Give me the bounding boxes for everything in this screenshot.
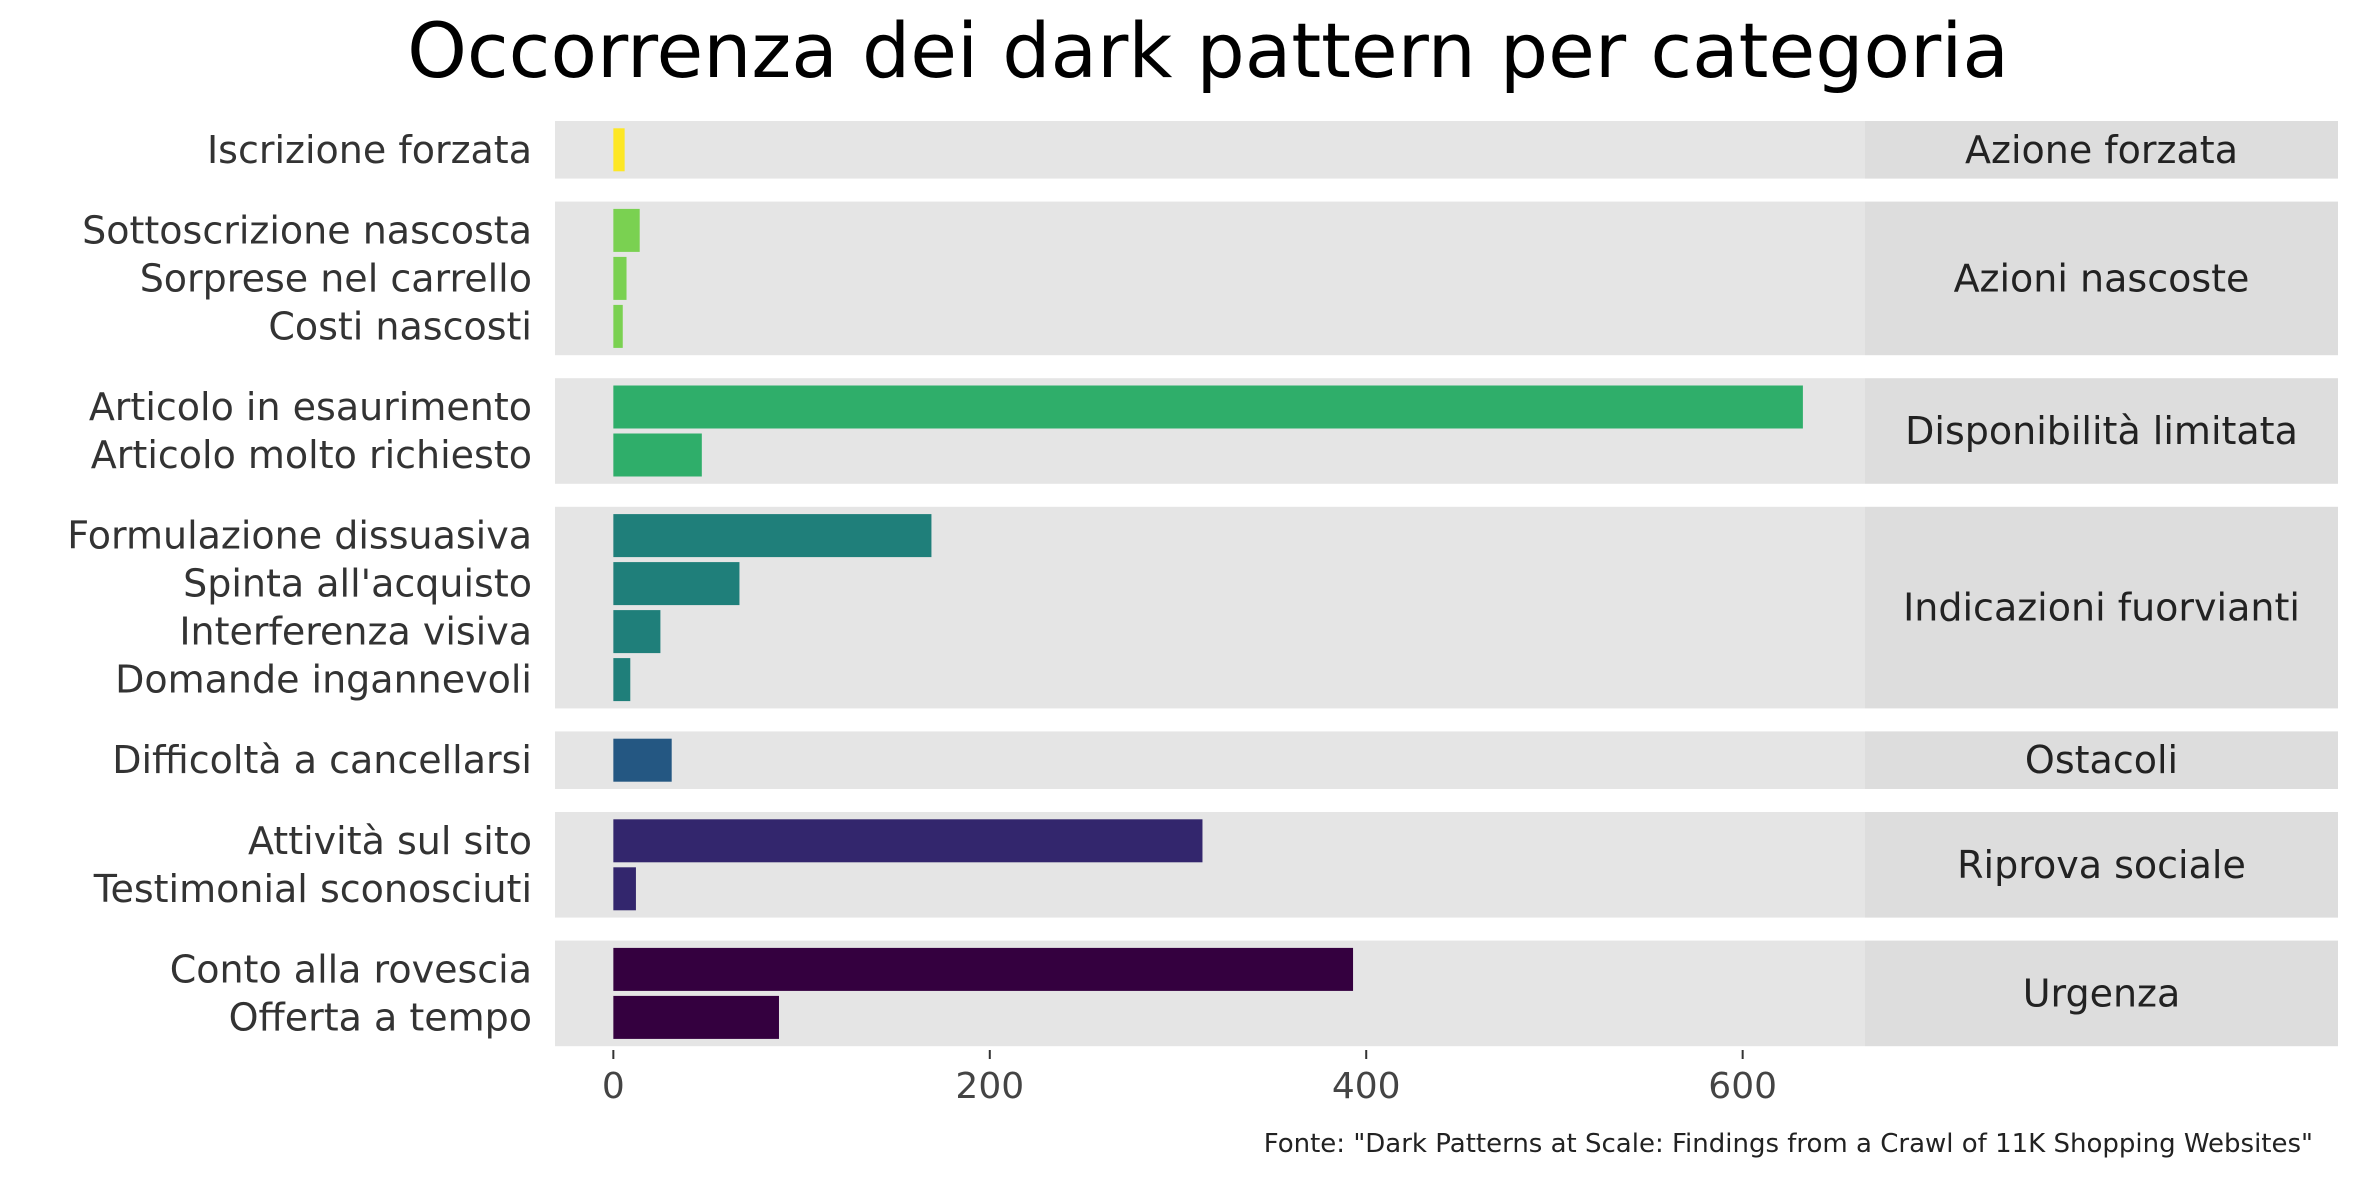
- x-axis: 0 200 400 600: [602, 1050, 1777, 1107]
- facet-strip: [1865, 812, 2338, 918]
- facet-disponibilita-limitata: Disponibilità limitata Articolo in esauri…: [89, 378, 2338, 484]
- facet-strip-label: Indicazioni fuorvianti: [1903, 586, 2300, 630]
- facet-strip-label: Riprova sociale: [1957, 843, 2246, 887]
- bar: [613, 867, 636, 911]
- panel-background: [555, 731, 1865, 789]
- facet-strip: [1865, 731, 2338, 789]
- bar: [613, 738, 672, 782]
- category-label: Sottoscrizione nascosta: [82, 208, 532, 252]
- bar: [613, 562, 740, 606]
- category-label: Offerta a tempo: [229, 995, 532, 1039]
- category-label: Formulazione dissuasiva: [67, 514, 532, 558]
- bar: [613, 610, 661, 654]
- bar: [613, 304, 623, 348]
- facet-strip-label: Ostacoli: [2025, 738, 2178, 782]
- facet-strip: [1865, 940, 2338, 1047]
- bar: [613, 819, 1203, 863]
- x-tick-label: 0: [602, 1066, 625, 1107]
- facet-azioni-nascoste: Azioni nascoste Sottoscrizione nascostaSo…: [82, 201, 2338, 356]
- facet-panels: Azione forzata Iscrizione forzata Azioni n…: [67, 121, 2338, 1047]
- facet-strip-label: Azioni nascoste: [1954, 256, 2250, 300]
- facet-strip-label: Urgenza: [2023, 971, 2181, 1015]
- bar: [613, 658, 631, 702]
- facet-strip-label: Azione forzata: [1965, 128, 2238, 172]
- facet-riprova-sociale: Riprova sociale Attività sul sitoTestimon…: [93, 812, 2338, 918]
- x-tick-label: 200: [955, 1066, 1024, 1107]
- bar: [613, 385, 1803, 429]
- category-label: Attività sul sito: [248, 819, 532, 863]
- category-label: Iscrizione forzata: [207, 128, 532, 172]
- chart-title: Occorrenza dei dark pattern per categori…: [407, 6, 2009, 95]
- category-label: Interferenza visiva: [179, 610, 532, 654]
- category-label: Articolo molto richiesto: [91, 433, 532, 477]
- facet-azione-forzata: Azione forzata Iscrizione forzata: [207, 121, 2338, 179]
- facet-indicazioni-fuorvianti: Indicazioni fuorvianti Formulazione dissu…: [67, 506, 2338, 709]
- category-label: Testimonial sconosciuti: [93, 867, 532, 911]
- category-label: Domande ingannevoli: [115, 658, 532, 702]
- bar: [613, 514, 932, 558]
- facet-strip: [1865, 201, 2338, 356]
- chart-caption: Fonte: "Dark Patterns at Scale: Findings…: [1264, 1129, 2313, 1159]
- facet-strip-label: Disponibilità limitata: [1905, 409, 2298, 453]
- facet-ostacoli: Ostacoli Difficoltà a cancellarsi: [112, 731, 2338, 789]
- category-label: Articolo in esaurimento: [89, 385, 532, 429]
- x-tick-label: 600: [1708, 1066, 1777, 1107]
- facet-strip: [1865, 378, 2338, 484]
- category-label: Conto alla rovescia: [170, 947, 532, 991]
- bar: [613, 995, 779, 1039]
- category-label: Costi nascosti: [268, 304, 532, 348]
- bar: [613, 128, 625, 172]
- x-tick-label: 400: [1332, 1066, 1401, 1107]
- category-label: Difficoltà a cancellarsi: [112, 738, 532, 782]
- category-label: Sorprese nel carrello: [140, 256, 532, 300]
- bar: [613, 433, 702, 477]
- panel-background: [555, 201, 1865, 356]
- panel-background: [555, 121, 1865, 179]
- bar: [613, 208, 640, 252]
- facet-strip: [1865, 121, 2338, 179]
- category-label: Spinta all'acquisto: [183, 562, 532, 606]
- bar: [613, 947, 1354, 991]
- facet-strip: [1865, 506, 2338, 709]
- bar: [613, 256, 627, 300]
